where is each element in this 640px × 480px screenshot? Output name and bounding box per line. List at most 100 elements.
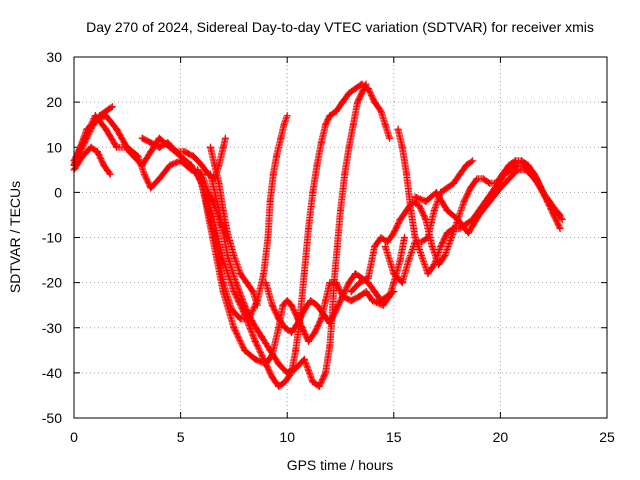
data-point (424, 234, 432, 241)
data-point (407, 206, 415, 214)
x-tick-label: 15 (386, 429, 402, 445)
data-point (390, 279, 398, 287)
data-point (447, 234, 455, 241)
data-point (396, 256, 404, 264)
data-point (125, 148, 133, 156)
data-point (368, 297, 376, 305)
data-point (317, 139, 325, 147)
data-point (273, 152, 281, 160)
data-point (486, 197, 494, 205)
data-point (475, 211, 483, 219)
data-point (322, 297, 330, 305)
data-point (443, 206, 451, 214)
data-point (362, 80, 370, 88)
y-tick-label: 30 (46, 49, 62, 65)
data-point (224, 229, 232, 237)
y-tick-label: -10 (42, 230, 62, 246)
data-point (469, 157, 477, 165)
y-tick-label: -40 (42, 365, 62, 381)
data-point (505, 175, 513, 183)
data-point (315, 382, 323, 390)
data-point (113, 143, 121, 151)
data-point (558, 215, 566, 223)
data-point (507, 166, 515, 174)
data-point (260, 270, 268, 278)
data-point (283, 369, 291, 377)
data-point (550, 211, 558, 219)
data-point (441, 252, 449, 260)
data-point (268, 373, 276, 381)
data-point (204, 170, 212, 178)
data-point (341, 170, 349, 178)
data-point (258, 333, 266, 341)
data-point (332, 107, 340, 115)
data-point (305, 337, 313, 345)
data-point (147, 139, 155, 147)
data-point (358, 274, 366, 282)
data-point (313, 301, 321, 309)
data-point (275, 382, 283, 390)
data-point (262, 279, 270, 287)
data-point (138, 134, 146, 142)
data-point (283, 297, 291, 305)
data-point (548, 202, 556, 210)
data-point (377, 107, 385, 115)
data-point (280, 121, 288, 129)
data-point (221, 134, 229, 142)
data-point (345, 279, 353, 287)
data-point (172, 148, 180, 156)
y-tick-label: -50 (42, 410, 62, 426)
grid-lines (74, 57, 607, 418)
data-point (518, 157, 526, 165)
data-point (102, 112, 110, 120)
data-point (356, 292, 364, 300)
data-point (454, 215, 462, 223)
data-point (422, 197, 430, 205)
data-point (249, 319, 257, 327)
data-point (305, 224, 313, 232)
data-point (266, 346, 274, 354)
data-point (106, 170, 114, 178)
data-point (379, 301, 387, 309)
data-point (443, 229, 451, 237)
data-point (275, 315, 283, 323)
data-point (283, 112, 291, 120)
data-point (333, 243, 341, 251)
data-point (398, 279, 406, 287)
data-point (215, 179, 223, 187)
chart-title: Day 270 of 2024, Sidereal Day-to-day VTE… (86, 19, 594, 35)
data-point (268, 301, 276, 309)
data-point (287, 301, 295, 309)
data-point (275, 324, 283, 332)
data-point (211, 161, 219, 169)
data-point (358, 89, 366, 97)
data-point (326, 319, 334, 327)
data-point (108, 103, 116, 111)
data-point (319, 310, 327, 318)
data-point (411, 193, 419, 201)
data-point (264, 234, 272, 241)
data-point (251, 337, 259, 345)
series-track (262, 270, 398, 336)
data-point (309, 378, 317, 386)
data-point (390, 270, 398, 278)
data-point (428, 243, 436, 251)
x-tick-label: 25 (599, 429, 615, 445)
data-point (198, 179, 206, 187)
data-point (91, 116, 99, 124)
data-point (155, 143, 163, 151)
data-point (556, 224, 564, 232)
data-point (332, 306, 340, 314)
data-point (100, 161, 108, 169)
data-point (219, 279, 227, 287)
data-point (349, 121, 357, 129)
data-point (322, 121, 330, 129)
data-series (70, 80, 566, 390)
data-point (253, 301, 261, 309)
x-tick-label: 0 (70, 429, 78, 445)
data-point (251, 355, 259, 363)
data-point (556, 211, 564, 219)
data-point (294, 319, 302, 327)
data-point (140, 170, 148, 178)
data-point (224, 252, 232, 260)
